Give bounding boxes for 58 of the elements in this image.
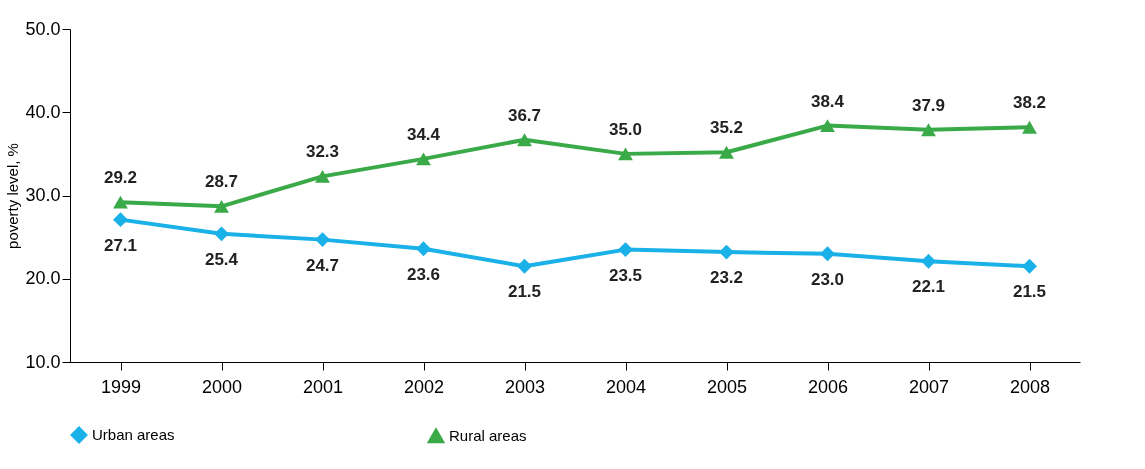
y-tick-label: 10.0	[25, 351, 61, 372]
x-tick-label: 1999	[100, 376, 142, 397]
point	[719, 244, 734, 260]
point	[618, 147, 633, 161]
x-tick-label: 2005	[706, 376, 748, 397]
x-tick-label: 2000	[201, 376, 243, 397]
legend-label: Urban areas	[92, 426, 175, 444]
data-label: 23.0	[810, 269, 845, 289]
point	[416, 241, 431, 257]
x-tick-label: 2001	[302, 376, 344, 397]
data-label: 35.2	[709, 118, 744, 138]
data-label: 21.5	[507, 282, 542, 302]
point	[921, 123, 936, 137]
data-label: 35.0	[608, 119, 643, 139]
x-tick-label: 2008	[1009, 376, 1051, 397]
legend-label: Rural areas	[449, 426, 527, 444]
data-label: 23.2	[709, 268, 744, 288]
x-tick-label: 2003	[504, 376, 546, 397]
data-label: 27.1	[103, 235, 138, 255]
point	[820, 119, 835, 132]
point	[1022, 258, 1037, 274]
point	[517, 258, 532, 274]
point	[820, 246, 835, 262]
data-label: 24.7	[305, 255, 340, 275]
data-label: 36.7	[507, 105, 542, 125]
data-label: 38.4	[810, 91, 845, 111]
data-label: 21.5	[1012, 282, 1047, 302]
x-tick-label: 2004	[605, 376, 647, 397]
data-label: 23.5	[608, 265, 643, 285]
data-label: 28.7	[204, 172, 239, 192]
point	[416, 152, 431, 166]
data-label: 37.9	[911, 95, 946, 115]
data-label: 32.3	[305, 142, 340, 162]
y-tick-label: 50.0	[25, 18, 61, 39]
point	[214, 226, 229, 242]
x-tick-label: 2007	[908, 376, 950, 397]
y-tick-label: 20.0	[25, 268, 61, 289]
point	[315, 169, 330, 183]
x-tick-label: 2002	[403, 376, 445, 397]
data-label: 22.1	[911, 277, 946, 297]
point	[921, 253, 936, 269]
x-tick-label: 2006	[807, 376, 849, 397]
point	[113, 195, 128, 209]
data-label: 38.2	[1012, 93, 1047, 113]
data-label: 23.6	[406, 264, 441, 284]
data-label: 25.4	[204, 249, 239, 269]
point	[113, 212, 128, 228]
point	[315, 232, 330, 248]
point	[517, 133, 532, 147]
point	[618, 242, 633, 258]
y-axis-title: poverty level, %	[4, 143, 22, 249]
y-tick-label: 40.0	[25, 101, 61, 122]
point	[1022, 120, 1037, 134]
data-label: 34.4	[406, 124, 441, 144]
y-tick-label: 30.0	[25, 185, 61, 205]
data-label: 29.2	[103, 168, 138, 188]
point	[214, 199, 229, 213]
point	[719, 145, 734, 159]
